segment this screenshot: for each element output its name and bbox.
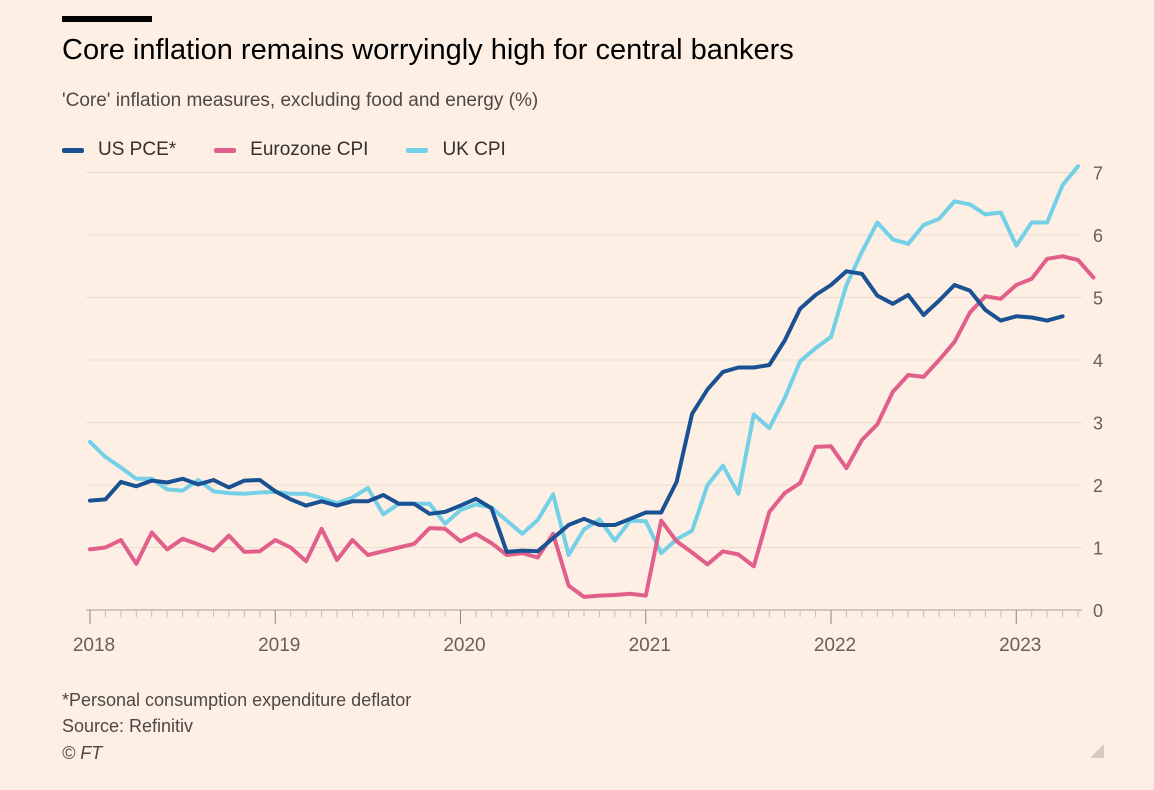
legend-swatch-uk-cpi <box>406 147 429 153</box>
y-tick-label: 0 <box>1093 601 1103 621</box>
x-tick-label: 2022 <box>814 635 856 656</box>
x-tick-label: 2019 <box>258 635 300 656</box>
legend-label-us-pce: US PCE* <box>98 139 177 160</box>
chart-subtitle: 'Core' inflation measures, excluding foo… <box>62 90 539 111</box>
brand-bar <box>62 16 152 22</box>
y-tick-label: 7 <box>1093 164 1103 184</box>
y-tick-label: 6 <box>1093 226 1103 246</box>
source-note: Source: Refinitiv <box>62 716 194 736</box>
legend-swatch-eurozone-cpi <box>214 147 237 153</box>
us-pce-line <box>88 269 1065 554</box>
chart-title: Core inflation remains worryingly high f… <box>62 34 794 66</box>
legend: US PCE* Eurozone CPI UK CPI <box>62 137 544 163</box>
y-tick-label: 1 <box>1093 539 1103 559</box>
eurozone-cpi-line <box>88 254 1096 599</box>
x-tick-label: 2021 <box>629 635 671 656</box>
footnote: *Personal consumption expenditure deflat… <box>62 690 412 710</box>
copyright-note: © FT <box>62 743 103 763</box>
y-tick-label: 4 <box>1093 351 1103 371</box>
resize-corner-icon <box>1090 744 1104 758</box>
y-tick-label: 5 <box>1093 289 1103 309</box>
uk-cpi-line <box>88 164 1080 557</box>
line-chart: 0 1 2 3 4 5 6 7 2018 2019 2020 2021 2022 2023 <box>73 164 1103 657</box>
x-tick-label: 2020 <box>443 635 485 656</box>
x-tick-label: 2018 <box>73 635 115 656</box>
y-tick-label: 2 <box>1093 476 1103 496</box>
y-tick-label: 3 <box>1093 414 1103 434</box>
legend-label-eurozone-cpi: Eurozone CPI <box>250 139 369 160</box>
legend-item-us-pce: US PCE* <box>62 139 176 161</box>
legend-swatch-us-pce <box>62 147 84 153</box>
legend-item-eurozone-cpi: Eurozone CPI <box>214 139 368 161</box>
legend-label-uk-cpi: UK CPI <box>442 139 506 160</box>
x-tick-label: 2023 <box>999 635 1041 656</box>
legend-item-uk-cpi: UK CPI <box>406 139 506 161</box>
